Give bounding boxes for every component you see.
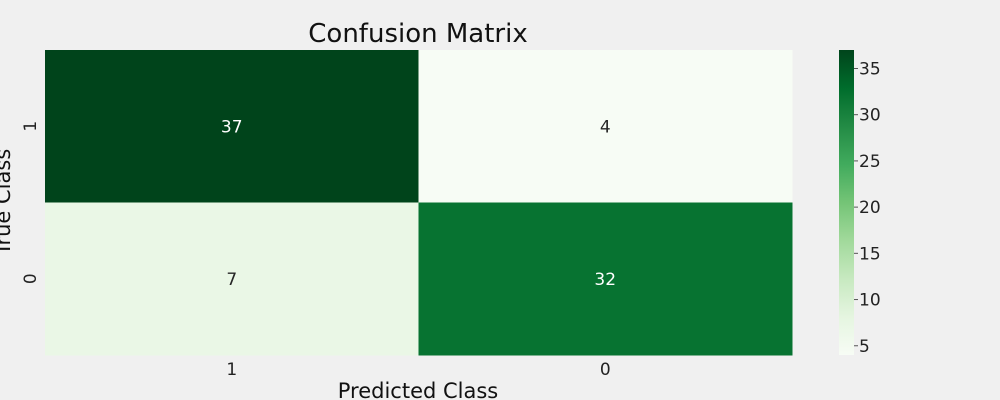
chart-title: Confusion Matrix — [308, 19, 527, 49]
y-axis-ticks: 10 — [21, 121, 41, 284]
colorbar-tick-label: 35 — [859, 59, 881, 79]
colorbar-tick-label: 25 — [859, 152, 881, 172]
heatmap-cell-r1-c0 — [45, 202, 419, 356]
colorbar — [839, 50, 854, 355]
heatmap-cells — [45, 50, 793, 356]
heatmap-cell-label: 37 — [221, 117, 243, 137]
heatmap-cell-label: 4 — [600, 117, 611, 137]
colorbar-tick-label: 5 — [859, 337, 870, 357]
colorbar-ticks: 5 10 15 20 25 30 35 — [854, 59, 881, 357]
colorbar-tick-label: 15 — [859, 244, 881, 264]
heatmap-cell-labels: 37 4 7 32 — [221, 117, 616, 290]
colorbar-tick-label: 20 — [859, 198, 881, 218]
heatmap-cell-r1-c1 — [418, 202, 793, 356]
y-tick-label: 0 — [21, 273, 41, 284]
heatmap-cell-r0-c0 — [45, 50, 419, 203]
y-axis-label: True Class — [0, 149, 15, 257]
y-tick-label: 1 — [21, 121, 41, 132]
x-tick-label: 0 — [600, 360, 611, 380]
x-tick-label: 1 — [226, 360, 237, 380]
heatmap-cell-r0-c1 — [418, 50, 793, 203]
heatmap-cell-label: 32 — [594, 270, 616, 290]
heatmap-cell-label: 7 — [226, 270, 237, 290]
colorbar-tick-label: 30 — [859, 106, 881, 126]
x-axis-label: Predicted Class — [338, 379, 499, 400]
colorbar-tick-label: 10 — [859, 291, 881, 311]
